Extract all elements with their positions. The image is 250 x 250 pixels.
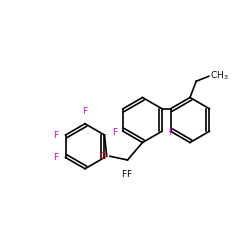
Text: F: F: [121, 170, 126, 179]
Text: F: F: [53, 130, 58, 140]
Text: F: F: [112, 128, 117, 137]
Text: F: F: [53, 153, 58, 162]
Text: O: O: [100, 152, 107, 161]
Text: F: F: [126, 170, 131, 179]
Text: CH$_3$: CH$_3$: [210, 70, 229, 82]
Text: F: F: [82, 107, 87, 116]
Text: F: F: [168, 128, 173, 137]
